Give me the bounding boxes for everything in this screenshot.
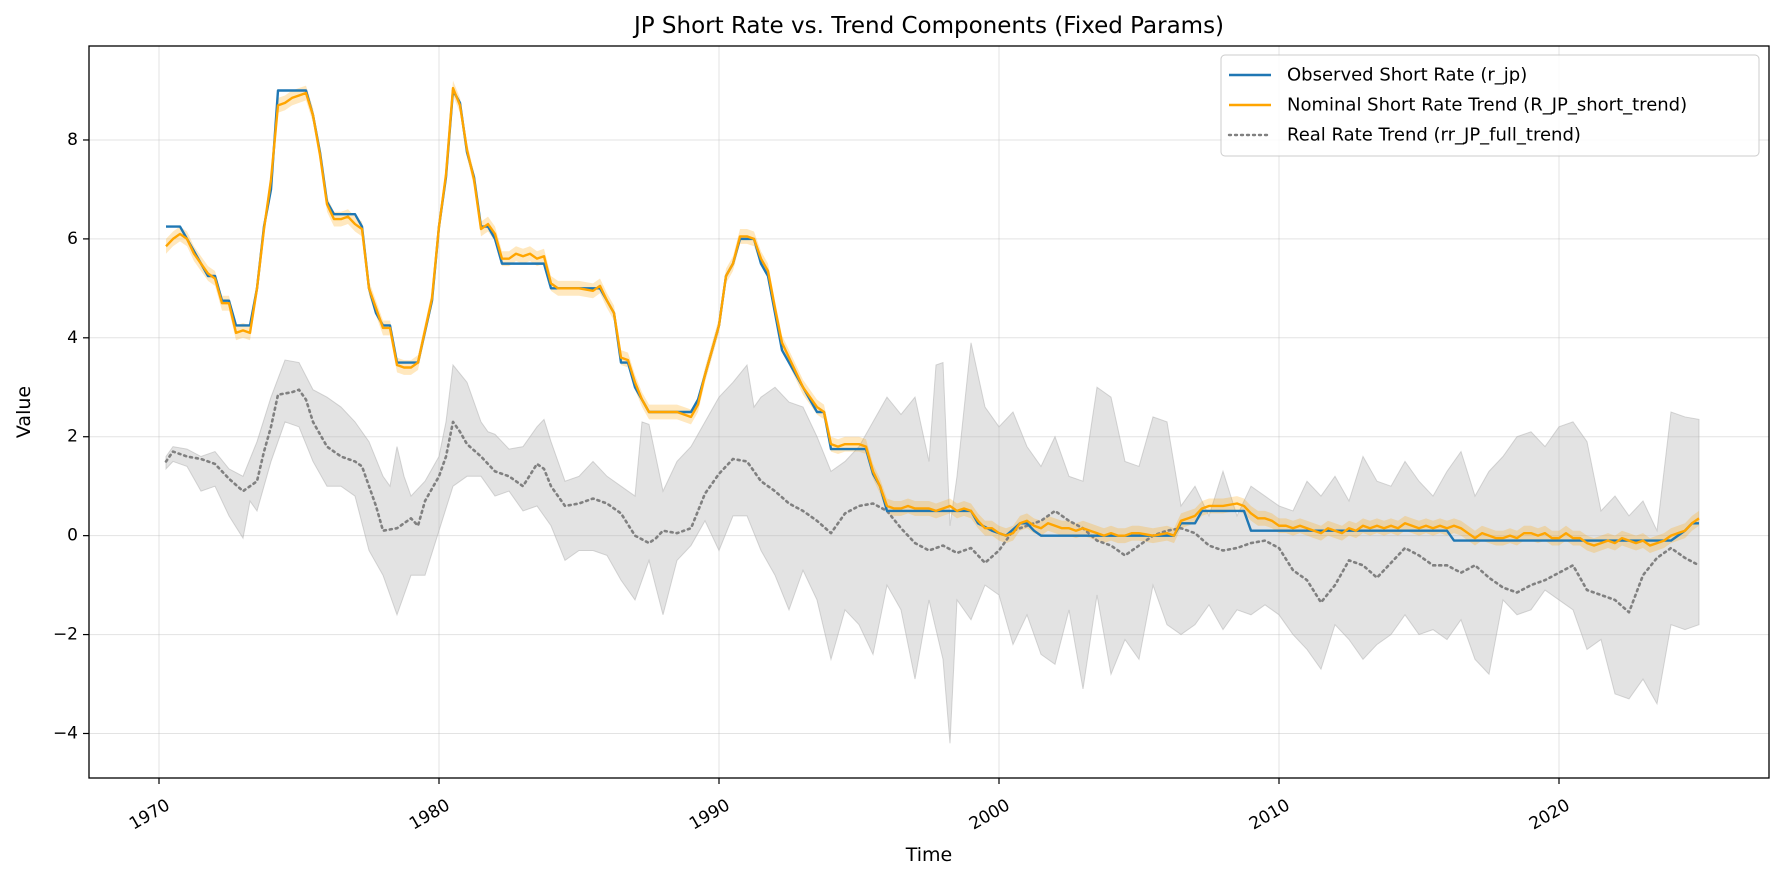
y-tick-label: −4: [53, 723, 78, 743]
series-lines: [164, 86, 1701, 614]
y-tick-label: 4: [67, 328, 78, 348]
plot-frame: [88, 45, 1770, 779]
real-rate-band: [165, 342, 1700, 744]
y-axis-label: Value: [13, 386, 35, 438]
y-tick-label: 8: [67, 130, 78, 150]
y-tick-label: 6: [67, 229, 78, 249]
grid: [89, 46, 1769, 778]
y-tick-label: −2: [53, 625, 78, 645]
legend-label: Nominal Short Rate Trend (R_JP_short_tre…: [1287, 95, 1687, 116]
nominal-trend-line: [165, 86, 1700, 547]
y-tick-label: 2: [67, 427, 78, 447]
confidence-bands: [165, 80, 1700, 744]
y-axis-ticks: −4 −2 0 2 4 6 8: [53, 130, 89, 743]
x-axis-label: Time: [905, 844, 953, 866]
legend: Observed Short Rate (r_jp) Nominal Short …: [1220, 54, 1760, 157]
legend-box: [1220, 54, 1760, 157]
legend-label: Real Rate Trend (rr_JP_full_trend): [1287, 125, 1581, 146]
real-rate-trend-line: [164, 388, 1701, 614]
chart-title: JP Short Rate vs. Trend Components (Fixe…: [632, 13, 1224, 39]
legend-label: Observed Short Rate (r_jp): [1287, 65, 1527, 86]
y-tick-label: 0: [67, 526, 78, 546]
